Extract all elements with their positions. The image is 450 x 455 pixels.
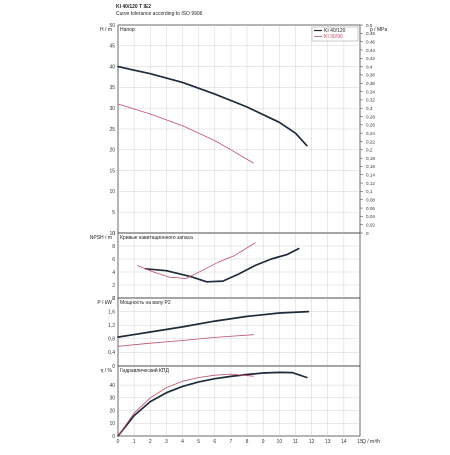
y-tick-label: 5 bbox=[112, 210, 115, 216]
y2-tick-label: 0,44 bbox=[366, 48, 375, 53]
y-tick-label: 10 bbox=[109, 421, 115, 427]
x-tick-label: 3 bbox=[165, 439, 168, 445]
series-line-ki-40-120 bbox=[117, 310, 310, 338]
y2-tick-label: 0,06 bbox=[366, 206, 375, 211]
y2-tick-label: 0,48 bbox=[366, 31, 375, 36]
series-line-ki-30-90 bbox=[117, 373, 254, 437]
y-tick-label: 40 bbox=[109, 383, 115, 389]
legend-label: KI 30/90 bbox=[324, 34, 343, 40]
y-tick-label: 0 bbox=[112, 296, 115, 302]
y-tick-label: 0 bbox=[112, 364, 115, 370]
y-axis-label: η / % bbox=[101, 368, 113, 374]
series-line-ki-40-120 bbox=[117, 371, 308, 437]
y2-tick-label: 0,2 bbox=[366, 148, 373, 153]
y-tick-label: 0 bbox=[112, 231, 115, 237]
x-tick-label: 8 bbox=[246, 439, 249, 445]
y-tick-label: 0,8 bbox=[108, 337, 115, 343]
y2-tick-label: 0,12 bbox=[366, 181, 375, 186]
x-tick-label: 14 bbox=[341, 439, 347, 445]
y2-tick-label: 0,02 bbox=[366, 222, 375, 227]
x-tick-label: 7 bbox=[230, 439, 233, 445]
y-axis-label: NPSH / m bbox=[90, 235, 112, 241]
y2-tick-label: 0,28 bbox=[366, 114, 375, 119]
y-tick-label: 0 bbox=[112, 434, 115, 440]
y2-tick-label: 0,5 bbox=[366, 23, 373, 28]
y2-tick-label: 0,08 bbox=[366, 198, 375, 203]
y2-tick-label: 0,18 bbox=[366, 156, 375, 161]
y2-tick-label: 0,04 bbox=[366, 214, 375, 219]
y-tick-label: 6 bbox=[112, 257, 115, 263]
x-tick-label: 6 bbox=[213, 439, 216, 445]
panel-title: Напор bbox=[120, 27, 135, 33]
x-tick-label: 1 bbox=[133, 439, 136, 445]
x-tick-label: 0 bbox=[117, 439, 120, 445]
y-tick-label: 10 bbox=[109, 189, 115, 195]
y2-tick-label: 0,1 bbox=[366, 189, 373, 194]
y-tick-label: 50 bbox=[109, 23, 115, 29]
y-tick-label: 30 bbox=[109, 396, 115, 402]
y-tick-label: 2 bbox=[112, 296, 115, 302]
y2-tick-label: 0,42 bbox=[366, 56, 375, 61]
y-tick-label: 25 bbox=[109, 127, 115, 133]
y2-tick-label: 0,3 bbox=[366, 106, 373, 111]
y2-tick-label: 0,26 bbox=[366, 123, 375, 128]
chart-header-subtitle: Curve tolerance according to ISO 9906 bbox=[116, 11, 203, 17]
y-tick-label: 8 bbox=[112, 244, 115, 250]
x-tick-label: 5 bbox=[197, 439, 200, 445]
y-tick-label: 15 bbox=[109, 168, 115, 174]
y-axis-label: H / m bbox=[100, 27, 112, 33]
y-tick-label: 35 bbox=[109, 85, 115, 91]
series-layer bbox=[117, 65, 310, 437]
chart-header-title: KI 40/120 T IE2 bbox=[116, 4, 152, 10]
y-tick-label: 1,2 bbox=[108, 323, 115, 329]
y-axis-label: P / kW bbox=[97, 300, 112, 306]
series-line-ki-40-120 bbox=[117, 65, 308, 147]
x-axis-label: Q / m³/h bbox=[362, 439, 380, 445]
grid-layer bbox=[117, 24, 363, 437]
legend-box bbox=[311, 26, 359, 42]
y2-tick-label: 0,14 bbox=[366, 173, 375, 178]
y-tick-label: 20 bbox=[109, 408, 115, 414]
y-tick-label: 40 bbox=[109, 64, 115, 70]
y2-tick-label: 0,34 bbox=[366, 89, 375, 94]
x-tick-label: 15 bbox=[357, 439, 363, 445]
y-tick-label: 1,6 bbox=[108, 309, 115, 315]
legend-label: KI 40/120 bbox=[324, 28, 346, 34]
y-tick-label: 45 bbox=[109, 44, 115, 50]
x-tick-label: 2 bbox=[149, 439, 152, 445]
x-tick-label: 11 bbox=[293, 439, 298, 445]
x-tick-label: 13 bbox=[325, 439, 331, 445]
y2-axis-label: p / MPa bbox=[370, 27, 387, 33]
y2-tick-label: 0,32 bbox=[366, 98, 375, 103]
y2-tick-label: 0,38 bbox=[366, 73, 375, 78]
x-tick-label: 4 bbox=[181, 439, 184, 445]
x-tick-label: 9 bbox=[262, 439, 265, 445]
y-tick-label: 20 bbox=[109, 148, 115, 154]
y-tick-label: 0,4 bbox=[108, 350, 115, 356]
series-line-ki-40-120 bbox=[144, 247, 300, 283]
panel-title: Гидравлический КПД bbox=[120, 367, 170, 374]
x-tick-label: 10 bbox=[277, 439, 283, 445]
y2-tick-label: 0,46 bbox=[366, 39, 375, 44]
y2-tick-label: 0,22 bbox=[366, 139, 375, 144]
y2-tick-label: 0,16 bbox=[366, 164, 375, 169]
y-tick-label: 4 bbox=[112, 270, 115, 276]
x-tick-label: 12 bbox=[309, 439, 315, 445]
series-line-ki-30-90 bbox=[117, 103, 254, 164]
y2-tick-label: 0 bbox=[366, 231, 369, 236]
panel-frame bbox=[117, 232, 361, 299]
panel-title: Кривые кавитационного запаса bbox=[120, 235, 193, 241]
y2-tick-label: 0,36 bbox=[366, 81, 375, 86]
y2-tick-label: 0,24 bbox=[366, 131, 375, 136]
panel-frame bbox=[117, 365, 361, 437]
y-tick-label: 30 bbox=[109, 106, 115, 112]
y2-tick-label: 0,4 bbox=[366, 64, 373, 69]
y-tick-label: 2 bbox=[112, 283, 115, 289]
series-line-ki-30-90 bbox=[137, 242, 256, 279]
y-tick-label: 10 bbox=[109, 231, 115, 237]
series-line-ki-30-90 bbox=[117, 334, 254, 347]
panel-title: Мощность на валу P2 bbox=[120, 300, 171, 306]
